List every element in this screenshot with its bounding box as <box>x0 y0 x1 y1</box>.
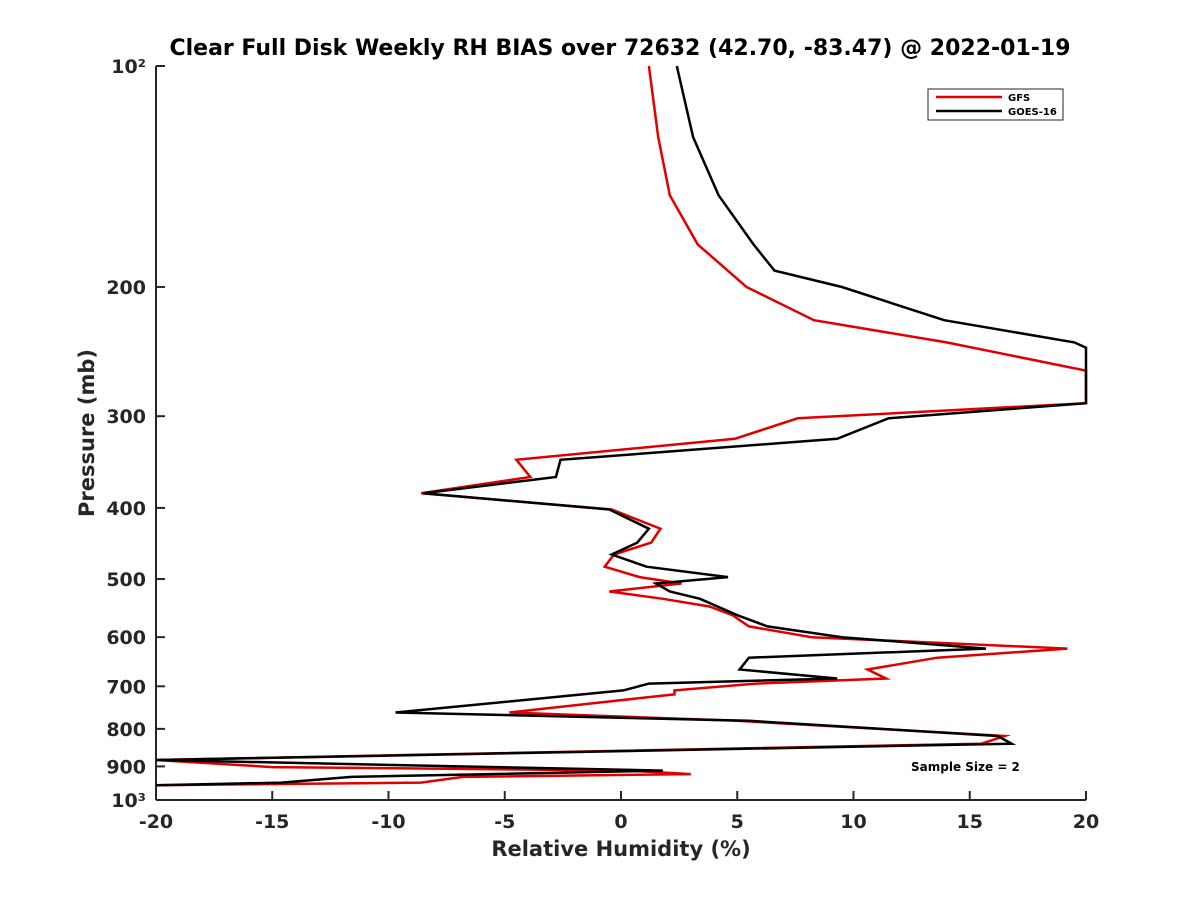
y-axis-label: Pressure (mb) <box>75 349 99 517</box>
series-line-goes16 <box>155 65 1088 787</box>
x-tick-label: 15 <box>957 811 983 833</box>
legend: GFS GOES-16 <box>927 88 1064 121</box>
plot-area <box>155 65 1088 801</box>
y-tick-label: 10² <box>111 56 146 78</box>
chart-title: Clear Full Disk Weekly RH BIAS over 7263… <box>169 36 1070 61</box>
y-tick-label: 200 <box>106 277 146 299</box>
x-tick-label: 0 <box>614 811 627 833</box>
y-tick-label: 10³ <box>111 790 146 812</box>
y-axis: 10² 200 300 400 500 600 700 800 900 10³ <box>106 56 165 812</box>
x-tick-label: -10 <box>371 811 405 833</box>
legend-box <box>927 88 1064 121</box>
x-axis-label: Relative Humidity (%) <box>491 837 750 861</box>
series-line-gfs <box>155 65 1088 787</box>
y-tick-label: 500 <box>106 569 146 591</box>
x-tick-label: 20 <box>1073 811 1099 833</box>
legend-label-gfs: GFS <box>1008 93 1030 104</box>
y-tick-label: 300 <box>106 406 146 428</box>
x-tick-label: -5 <box>494 811 515 833</box>
x-axis: -20 -15 -10 -5 0 5 10 15 20 <box>139 791 1099 833</box>
x-tick-label: -15 <box>255 811 289 833</box>
y-tick-label: 800 <box>106 719 146 741</box>
y-tick-label: 700 <box>106 676 146 698</box>
y-tick-label: 600 <box>106 627 146 649</box>
y-tick-label: 400 <box>106 498 146 520</box>
x-tick-label: -20 <box>139 811 173 833</box>
sample-size-annotation: Sample Size = 2 <box>911 760 1020 774</box>
series-layer <box>155 65 1088 787</box>
legend-label-goes16: GOES-16 <box>1008 107 1057 118</box>
x-tick-label: 5 <box>731 811 744 833</box>
y-tick-label: 900 <box>106 756 146 778</box>
x-tick-label: 10 <box>840 811 866 833</box>
